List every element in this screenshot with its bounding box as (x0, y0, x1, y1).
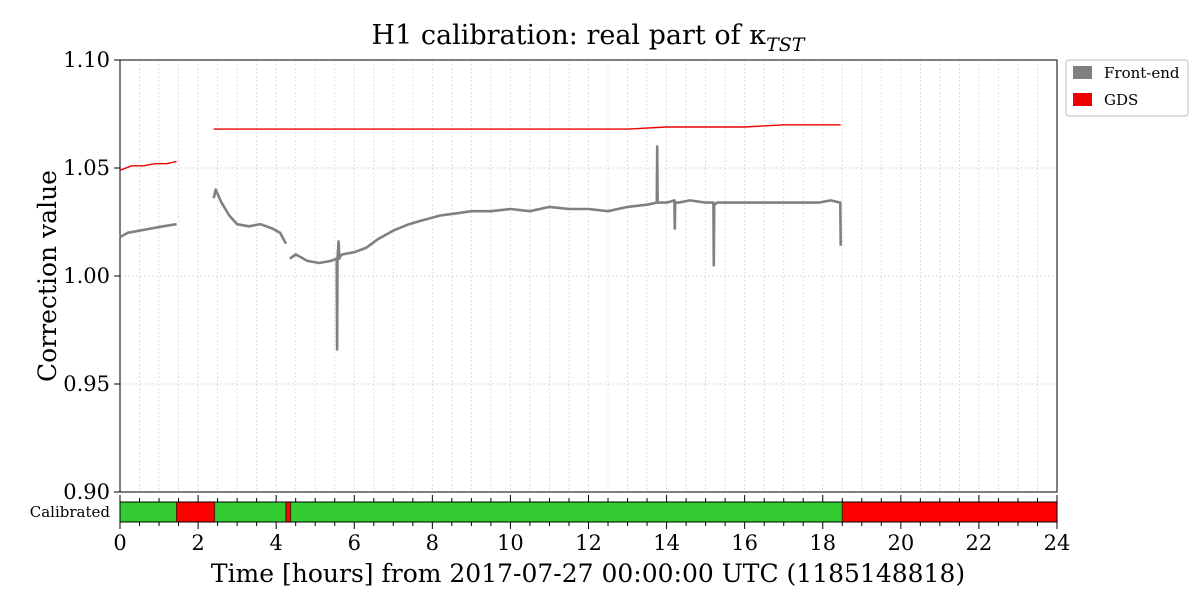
x-tick-label: 10 (497, 531, 524, 555)
status-segment-bad (285, 502, 291, 522)
y-tick-label: 1.00 (63, 264, 110, 288)
x-tick-label: 20 (887, 531, 914, 555)
y-tick-label: 1.05 (63, 156, 110, 180)
x-tick-label: 18 (809, 531, 836, 555)
status-segment-good (290, 502, 843, 522)
x-tick-label: 6 (348, 531, 361, 555)
legend-label-front-end: Front-end (1104, 64, 1180, 82)
x-tick-label: 2 (191, 531, 204, 555)
series-layer (119, 124, 842, 351)
x-tick-label: 4 (269, 531, 282, 555)
series-line-gds (119, 160, 177, 171)
x-axis-label: Time [hours] from 2017-07-27 00:00:00 UT… (211, 559, 965, 588)
status-segment-bad (842, 502, 1057, 522)
status-segment-good (214, 502, 286, 522)
x-tick-label: 14 (653, 531, 680, 555)
chart-title-main: H1 calibration: real part of κ (372, 20, 767, 51)
y-tick-label: 0.90 (63, 480, 110, 504)
status-bar (119, 501, 1058, 523)
chart-title: H1 calibration: real part of κTST (372, 20, 806, 56)
legend-frame (1065, 59, 1189, 117)
legend-swatch-gds (1073, 93, 1092, 106)
legend-swatch-front-end (1073, 66, 1092, 79)
x-tick-label: 8 (426, 531, 439, 555)
x-tick-label: 12 (575, 531, 602, 555)
legend: Front-end GDS (1065, 59, 1189, 117)
status-segment-bad (176, 502, 215, 522)
x-tick-label: 0 (113, 531, 126, 555)
x-tick-label: 16 (731, 531, 758, 555)
y-tick-label: 0.95 (63, 372, 110, 396)
status-bar-label: Calibrated (30, 503, 111, 521)
series-line-front-end (212, 188, 288, 245)
chart-title-subscript: TST (766, 34, 806, 56)
x-tick-label: 22 (966, 531, 993, 555)
y-axis: 0.90 0.95 1.00 1.05 1.10 (63, 48, 120, 504)
legend-label-gds: GDS (1104, 91, 1138, 109)
status-segment-good (120, 502, 177, 522)
series-line-front-end (289, 145, 842, 351)
series-line-gds (213, 124, 841, 130)
y-tick-label: 1.10 (63, 48, 110, 72)
x-tick-label: 24 (1044, 531, 1071, 555)
series-line-front-end (119, 222, 177, 239)
grid (120, 59, 1057, 493)
x-axis: 0 2 4 6 8 10 12 14 16 18 20 22 24 (113, 495, 1070, 555)
y-axis-label: Correction value (33, 170, 62, 382)
